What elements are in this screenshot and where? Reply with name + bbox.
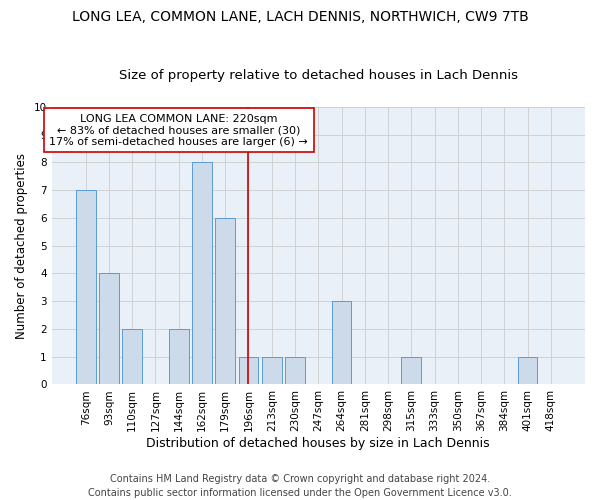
Bar	[262, 356, 281, 384]
Y-axis label: Number of detached properties: Number of detached properties	[15, 152, 28, 338]
X-axis label: Distribution of detached houses by size in Lach Dennis: Distribution of detached houses by size …	[146, 437, 490, 450]
Text: LONG LEA, COMMON LANE, LACH DENNIS, NORTHWICH, CW9 7TB: LONG LEA, COMMON LANE, LACH DENNIS, NORT…	[71, 10, 529, 24]
Bar	[285, 356, 305, 384]
Bar	[239, 356, 259, 384]
Bar	[169, 329, 188, 384]
Bar	[76, 190, 95, 384]
Bar	[215, 218, 235, 384]
Text: Contains HM Land Registry data © Crown copyright and database right 2024.
Contai: Contains HM Land Registry data © Crown c…	[88, 474, 512, 498]
Bar	[122, 329, 142, 384]
Bar	[99, 274, 119, 384]
Bar	[518, 356, 538, 384]
Text: LONG LEA COMMON LANE: 220sqm
← 83% of detached houses are smaller (30)
17% of se: LONG LEA COMMON LANE: 220sqm ← 83% of de…	[49, 114, 308, 147]
Bar	[192, 162, 212, 384]
Bar	[401, 356, 421, 384]
Bar	[332, 301, 352, 384]
Title: Size of property relative to detached houses in Lach Dennis: Size of property relative to detached ho…	[119, 69, 518, 82]
